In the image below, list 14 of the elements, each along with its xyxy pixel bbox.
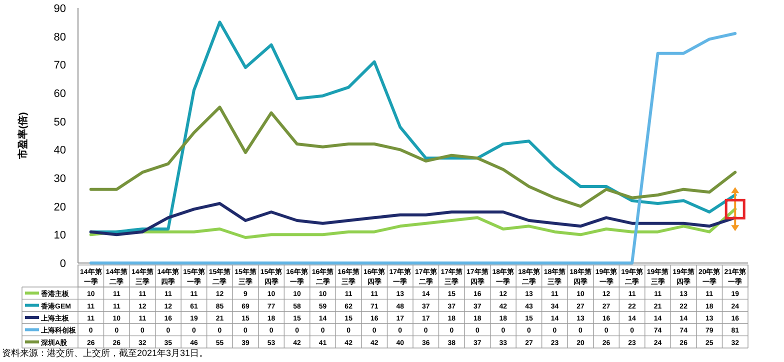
text: 资料来源：港交所、上交所，截至2021年3月31日。 <box>2 348 208 358</box>
y-tick-label: 50 <box>54 116 66 128</box>
y-tick-label: 80 <box>54 31 66 44</box>
y-tick-label: 60 <box>54 88 66 100</box>
line-series <box>89 32 737 264</box>
y-tick-label: 0 <box>60 258 66 270</box>
y-tick-label: 90 <box>54 3 66 15</box>
y-axis-title: 市盈率(倍) <box>17 112 29 160</box>
y-tick-label: 10 <box>54 230 66 242</box>
y-tick-label: 30 <box>54 173 66 185</box>
line-series <box>89 106 737 208</box>
y-tick-label: 20 <box>54 201 66 214</box>
y-tick-label: 40 <box>54 144 66 157</box>
y-tick-label: 70 <box>54 60 66 72</box>
